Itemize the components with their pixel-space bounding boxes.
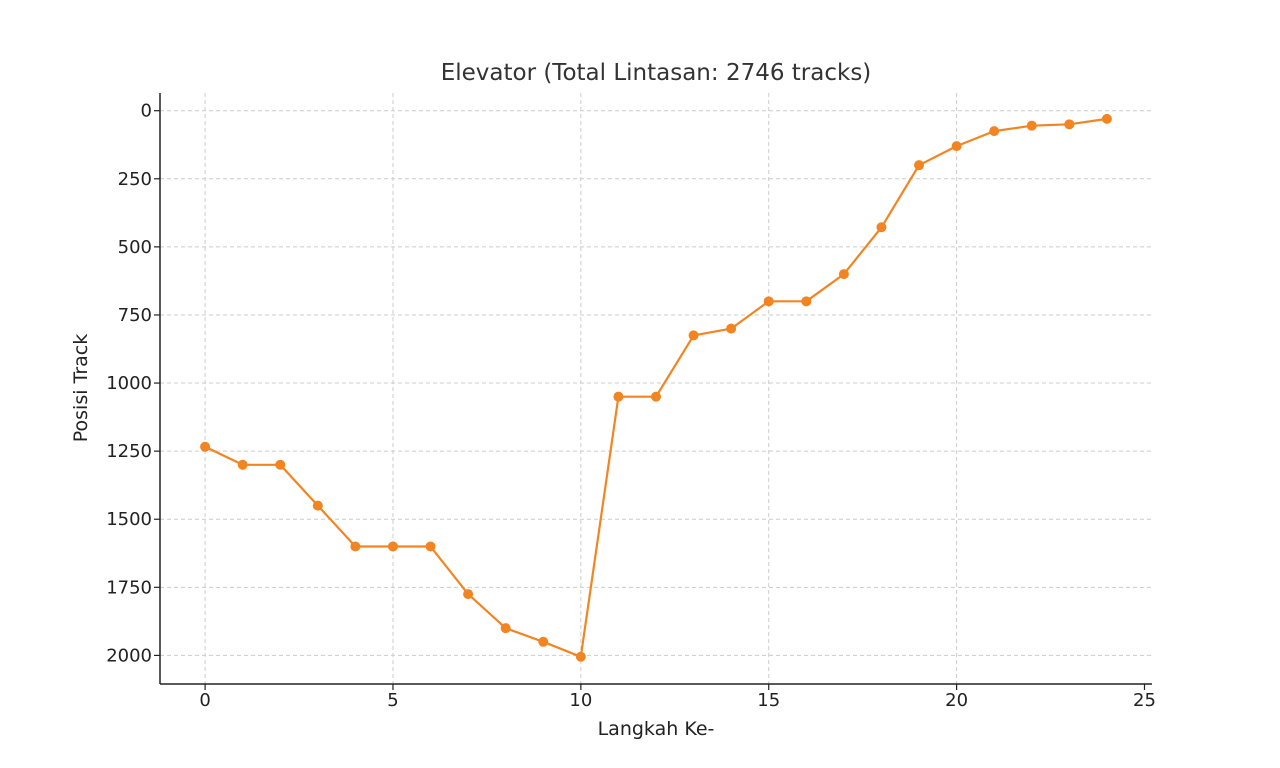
x-tick-label: 10 [569, 690, 592, 711]
data-point [1101, 113, 1112, 124]
x-tick-label: 5 [387, 690, 398, 711]
chart-title: Elevator (Total Lintasan: 2746 tracks) [441, 60, 872, 86]
data-point [1026, 120, 1037, 131]
y-axis-label: Posisi Track [70, 334, 92, 443]
data-point [350, 541, 361, 552]
series-line [204, 117, 1108, 658]
data-point [538, 636, 549, 647]
data-point [237, 459, 248, 470]
data-point [1064, 119, 1075, 130]
x-tick-label: 25 [1133, 690, 1156, 711]
data-point [312, 500, 323, 511]
x-axis-label: Langkah Ke- [598, 718, 715, 740]
data-point [425, 541, 436, 552]
data-point [726, 323, 737, 334]
x-tick-label: 0 [199, 690, 210, 711]
data-point [876, 222, 887, 233]
data-point [989, 126, 1000, 137]
axes [159, 93, 1152, 685]
data-point [387, 541, 398, 552]
data-point [463, 589, 474, 600]
y-tick-label: 1500 [106, 509, 152, 530]
x-tick-label: 20 [945, 690, 968, 711]
y-tick-label: 1250 [106, 441, 152, 462]
data-point [838, 269, 849, 280]
data-point [688, 330, 699, 341]
y-tick-label: 2000 [106, 645, 152, 666]
data-point [651, 391, 661, 402]
data-point [200, 441, 211, 452]
grid [160, 93, 1152, 684]
y-tick-label: 1000 [106, 373, 152, 394]
x-axis-ticks: 0 5 10 15 20 25 [199, 684, 1156, 711]
data-point [801, 296, 812, 307]
y-tick-label: 1750 [106, 577, 152, 598]
y-tick-label: 750 [118, 305, 152, 326]
y-tick-label: 0 [141, 101, 152, 122]
y-axis-ticks: 0 250 500 750 1000 1250 1500 1750 2000 [106, 101, 160, 666]
data-point [500, 623, 511, 634]
data-point [275, 459, 286, 470]
y-tick-label: 250 [118, 169, 152, 190]
y-tick-label: 500 [118, 237, 152, 258]
x-tick-label: 15 [757, 690, 780, 711]
data-point [613, 391, 624, 402]
data-point [575, 651, 586, 662]
data-point [914, 160, 925, 171]
data-point [951, 141, 962, 152]
data-point [763, 296, 774, 307]
data-series [200, 113, 1112, 662]
